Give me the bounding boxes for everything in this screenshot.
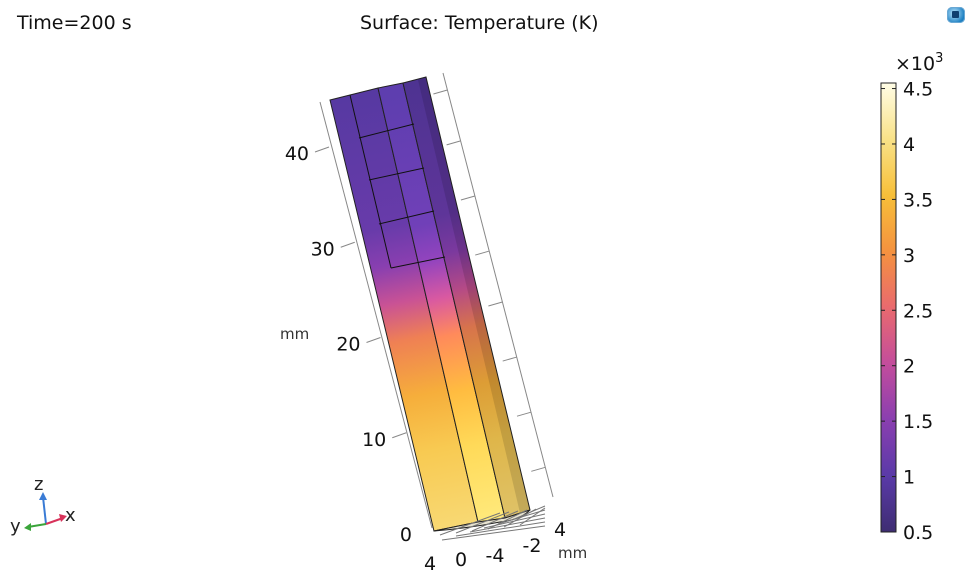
z-axis-tick (366, 337, 381, 343)
triad-y-label: y (10, 516, 21, 537)
camera-icon[interactable] (947, 7, 965, 23)
colorbar-multiplier-exponent: 3 (935, 51, 943, 66)
colorbar: 0.511.522.533.544.5 ×103 (880, 51, 943, 544)
floor-grid-line (497, 509, 546, 525)
axis-triad: z x y (10, 474, 76, 537)
mesh-line (349, 94, 392, 269)
y-axis-unit: mm (558, 544, 587, 562)
z-axis: 0 10 20 30 40 (285, 143, 412, 546)
floor-grid-line (455, 511, 510, 534)
time-label: Time=200 s (17, 12, 132, 34)
z-axis-tick-label: 20 (336, 334, 360, 356)
bbox-front-edge (319, 101, 433, 529)
colorbar-tick-label: 0.5 (903, 522, 933, 544)
y-axis-tick-label: -2 (523, 535, 542, 557)
triad-z-arrowhead (39, 492, 47, 500)
x-axis-tick-label: 0 (455, 549, 467, 571)
back-edge-ticks (433, 89, 546, 472)
triad-x-label: x (65, 505, 76, 526)
colorbar-tick-label: 1.5 (903, 411, 933, 433)
x-axis: 4 0 -4 (424, 545, 505, 572)
back-edge-tick (531, 466, 546, 472)
z-axis-tick-label: 0 (400, 524, 412, 546)
floor-grid (439, 505, 546, 541)
triad-x-arrow (45, 517, 64, 525)
floor-grid-line (511, 505, 546, 521)
z-axis-tick-label: 30 (311, 238, 335, 260)
back-edge-tick (475, 250, 490, 256)
mesh-line (358, 123, 415, 139)
floor-grid-line (471, 510, 519, 532)
x-axis-tick-label: -4 (486, 545, 505, 567)
z-axis-tick (314, 146, 330, 153)
colorbar-tick-label: 2.5 (903, 300, 933, 322)
back-edge-tick (446, 140, 461, 146)
colorbar-tick-label: 4.5 (903, 79, 933, 101)
colorbar-tick-label: 4 (903, 134, 915, 156)
rod-edge-face (418, 77, 530, 513)
back-edge-tick (460, 195, 476, 201)
colorbar-multiplier: ×103 (895, 51, 943, 75)
triad-z-arrow (42, 496, 47, 525)
floor-grid-line (439, 512, 501, 536)
rod-geometry (329, 76, 531, 532)
plot-title: Surface: Temperature (K) (360, 12, 599, 34)
z-axis-tick (340, 241, 355, 248)
x-axis-tick-label: 4 (424, 553, 436, 572)
y-axis: -2 4 (523, 519, 567, 557)
triad-y-arrowhead (24, 523, 31, 531)
floor-grid-line (519, 507, 546, 526)
colorbar-tick-label: 3.5 (903, 189, 933, 211)
floor-grid-line (455, 521, 546, 537)
back-edge-tick (488, 301, 503, 307)
z-axis-tick-label: 10 (362, 429, 386, 451)
back-edge-tick (502, 356, 517, 362)
mesh-line (368, 167, 425, 181)
floor-grid-line (441, 525, 546, 541)
triad-z-label: z (34, 474, 43, 495)
colorbar-multiplier-base: ×10 (895, 53, 935, 75)
triad-x-arrowhead (59, 514, 67, 522)
colorbar-tick-label: 2 (903, 356, 915, 378)
z-axis-unit: mm (280, 325, 309, 343)
colorbar-tick-label: 1 (903, 467, 915, 489)
back-edge-tick (433, 89, 448, 95)
back-edge-tick (516, 411, 532, 417)
bounding-box (319, 72, 554, 529)
colorbar-tick-label: 3 (903, 245, 915, 267)
y-axis-tick-label: 4 (554, 519, 566, 541)
colorbar-gradient (880, 82, 897, 533)
colorbar-ticks: 0.5 1 1.5 2 2.5 3 3.5 4 4.5 (881, 79, 933, 544)
z-axis-tick-label: 40 (285, 143, 309, 165)
mesh-line (390, 256, 446, 269)
z-axis-tick (392, 432, 407, 439)
bbox-back-edge (442, 72, 554, 498)
mesh-line (378, 210, 435, 225)
